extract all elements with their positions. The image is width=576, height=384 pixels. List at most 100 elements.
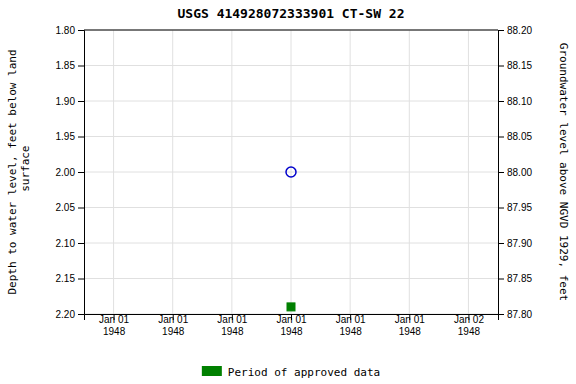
grid-line <box>231 30 232 314</box>
tick-mark <box>78 137 84 138</box>
tick-label-line: Jan 02 <box>454 314 484 325</box>
label-line: surface <box>19 146 32 199</box>
y-axis: 1.80 1.85 1.90 1.95 2.00 2.05 2.10 2.15 2.20 <box>56 25 85 320</box>
y2-axis-label: Groundwater level above NGVD 1929, feet <box>557 43 570 301</box>
grid-line <box>350 30 351 314</box>
y-axis-label: Depth to water level, feet below land su… <box>6 49 32 294</box>
tick-label-line: 1948 <box>280 326 303 337</box>
grid-line <box>468 30 469 314</box>
tick: Jan 011948 <box>99 314 129 337</box>
tick-label-line: Jan 01 <box>336 314 366 325</box>
tick: Jan 011948 <box>276 314 306 337</box>
tick: 1.95 <box>56 131 84 142</box>
tick-label: Jan 011948 <box>395 314 425 337</box>
frame-line <box>84 30 498 31</box>
tick: 87.95 <box>498 202 532 213</box>
tick-mark <box>78 314 84 315</box>
axis-line <box>78 31 85 315</box>
tick: 88.20 <box>498 25 532 36</box>
tick-label: 88.15 <box>507 60 532 71</box>
legend-label: Period of approved data <box>228 366 380 379</box>
tick-mark <box>78 101 84 102</box>
tick: 87.80 <box>498 309 532 320</box>
tick: Jan 021948 <box>454 314 484 337</box>
tick: 1.85 <box>56 60 84 71</box>
tick-mark <box>498 101 504 102</box>
tick-label: Jan 011948 <box>99 314 129 337</box>
tick: 2.15 <box>56 273 84 284</box>
grid-line <box>84 30 498 31</box>
tick-label-line: Jan 01 <box>99 314 129 325</box>
tick-mark <box>78 30 84 31</box>
tick-label: 88.00 <box>507 167 532 178</box>
legend-swatch <box>202 366 222 376</box>
tick-mark <box>78 243 84 244</box>
tick: Jan 011948 <box>395 314 425 337</box>
tick: 1.80 <box>56 25 84 36</box>
point <box>287 303 295 311</box>
y2-axis: 88.20 88.15 88.10 88.05 88.00 87.95 87.90 87.85… <box>498 25 532 320</box>
grid <box>84 30 498 314</box>
tick-label: Jan 011948 <box>336 314 366 337</box>
tick-label: 1.95 <box>56 131 76 142</box>
title: USGS 414928072333901 CT-SW 22 <box>178 6 405 21</box>
tick: 2.10 <box>56 238 84 249</box>
tick-label-line: 1948 <box>162 326 185 337</box>
tick-label-line: Jan 01 <box>158 314 188 325</box>
tick-label-line: 1948 <box>399 326 422 337</box>
grid-line <box>409 30 410 314</box>
tick-mark <box>498 137 504 138</box>
tick: 2.00 <box>56 167 84 178</box>
x-axis: Jan 011948Jan 011948Jan 011948Jan 011948… <box>85 314 499 337</box>
tick-mark <box>498 314 504 315</box>
tick-mark <box>498 172 504 173</box>
plot-area: Jan 011948Jan 011948Jan 011948Jan 011948… <box>56 25 533 337</box>
tick-label-line: 1948 <box>221 326 244 337</box>
grid-line <box>113 30 114 314</box>
legend-item: Period of approved data <box>202 366 380 379</box>
axis-line <box>499 31 505 315</box>
tick: Jan 011948 <box>217 314 247 337</box>
tick-mark <box>78 66 84 67</box>
marks <box>286 167 296 311</box>
tick-label: 1.80 <box>56 25 76 36</box>
tick-label: 88.05 <box>507 131 532 142</box>
tick-label: 2.15 <box>56 273 76 284</box>
tick: 88.15 <box>498 60 532 71</box>
tick-label: 2.00 <box>56 167 76 178</box>
tick-mark <box>78 279 84 280</box>
tick: 2.20 <box>56 309 84 320</box>
tick-mark <box>78 208 84 209</box>
tick-label: 88.10 <box>507 96 532 107</box>
tick-label: Jan 011948 <box>276 314 306 337</box>
label-line: Depth to water level, feet below land <box>6 49 19 294</box>
tick-mark <box>498 279 504 280</box>
tick-label: 87.90 <box>507 238 532 249</box>
tick: 88.05 <box>498 131 532 142</box>
tick: 88.00 <box>498 167 532 178</box>
tick-label: 1.90 <box>56 96 76 107</box>
tick-label-line: 1948 <box>458 326 481 337</box>
grid-line <box>172 30 173 314</box>
tick-mark <box>78 172 84 173</box>
tick-label-line: 1948 <box>103 326 126 337</box>
tick-label: Jan 011948 <box>217 314 247 337</box>
tick-label: 87.95 <box>507 202 532 213</box>
tick-mark <box>498 243 504 244</box>
tick: 87.90 <box>498 238 532 249</box>
tick-label: 2.20 <box>56 309 76 320</box>
tick: Jan 011948 <box>336 314 366 337</box>
tick-label: 87.85 <box>507 273 532 284</box>
grid-line <box>291 30 292 314</box>
tick: 1.90 <box>56 96 84 107</box>
tick: 88.10 <box>498 96 532 107</box>
series <box>286 167 296 177</box>
tick-label: 87.80 <box>507 309 532 320</box>
tick-mark <box>498 208 504 209</box>
point <box>286 167 296 177</box>
tick-label: Jan 011948 <box>158 314 188 337</box>
label-line: Groundwater level above NGVD 1929, feet <box>557 43 570 301</box>
tick-label: 2.10 <box>56 238 76 249</box>
tick-label-line: Jan 01 <box>395 314 425 325</box>
tick: 2.05 <box>56 202 84 213</box>
